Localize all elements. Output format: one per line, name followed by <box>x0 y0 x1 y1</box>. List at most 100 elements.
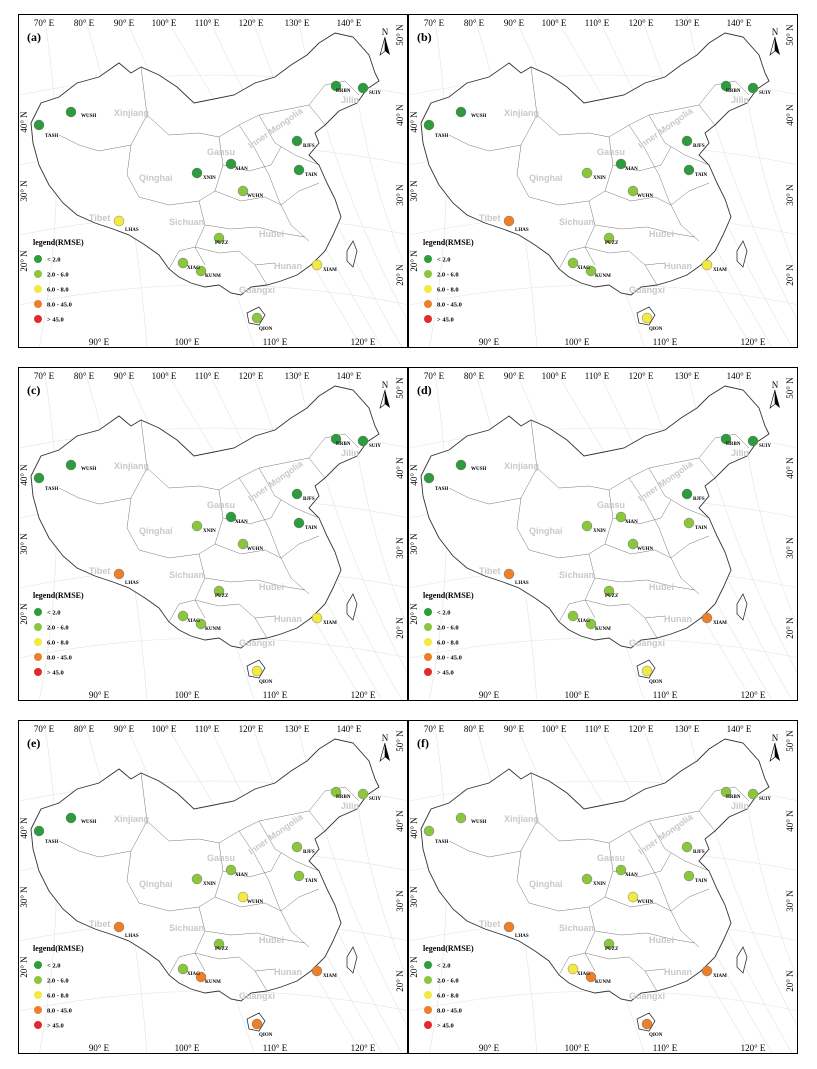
legend: legend(RMSE) < 2.0 2.0 - 6.0 6.0 - 8.0 8.0 -… <box>33 591 84 677</box>
station-label: XIAG <box>187 619 200 624</box>
station-marker <box>681 841 693 853</box>
legend: legend(RMSE) < 2.0 2.0 - 6.0 6.0 - 8.0 8.0 -… <box>423 591 474 677</box>
station-label: HRBN <box>726 795 741 800</box>
longitude-label: 110° E <box>585 18 610 28</box>
station-marker <box>567 963 579 975</box>
map-panel: Xinjiang Inner Mongolia Qinghai Tibet Sichua… <box>18 14 408 348</box>
latitude-label: 40° N <box>19 464 29 486</box>
station-label: XIAM <box>323 268 337 273</box>
latitude-label: 20° N <box>785 264 795 286</box>
province-label: Tibet <box>479 566 500 576</box>
legend: legend(RMSE) < 2.0 2.0 - 6.0 6.0 - 8.0 8.0 -… <box>423 944 474 1030</box>
station-label: XNIN <box>203 176 216 181</box>
latitude-label: 30° N <box>19 180 29 202</box>
station-label: LHAS <box>125 228 139 233</box>
station-marker <box>455 459 467 471</box>
station-marker <box>251 312 263 324</box>
station-label: LHAS <box>515 581 529 586</box>
station-marker <box>191 520 203 532</box>
station-label: XIAN <box>235 167 248 172</box>
station-marker <box>615 864 627 876</box>
legend-label: > 45.0 <box>47 317 64 324</box>
legend-label: > 45.0 <box>47 670 64 677</box>
longitude-label: 110° E <box>195 18 220 28</box>
station-label: SUIY <box>369 91 381 96</box>
legend-label: > 45.0 <box>437 317 454 324</box>
legend-label: 6.0 - 8.0 <box>47 287 69 294</box>
station-label: WUHN <box>247 547 264 552</box>
panel-label: (f) <box>417 736 429 750</box>
province-label: Gansu <box>597 500 625 510</box>
longitude-label: 80° E <box>464 371 485 381</box>
north-arrow-icon: N <box>379 380 390 409</box>
legend-swatch <box>424 653 432 661</box>
station-marker <box>615 511 627 523</box>
province-label: Sichuan <box>559 217 594 227</box>
longitude-label: 80° E <box>464 724 485 734</box>
station-marker <box>615 158 627 170</box>
station-label: WUHN <box>247 194 264 199</box>
legend-swatch <box>424 1021 432 1029</box>
latitude-label: 40° N <box>409 111 419 133</box>
longitude-label: 110° E <box>585 724 610 734</box>
station-marker <box>567 257 579 269</box>
latitude-label: 40° N <box>395 104 405 126</box>
latitude-label: 40° N <box>785 457 795 479</box>
station-label: PUZZ <box>215 241 229 246</box>
legend-label: > 45.0 <box>47 1023 64 1030</box>
longitude-label: 100° E <box>565 690 590 700</box>
svg-text:N: N <box>772 27 779 37</box>
station-marker <box>683 164 695 176</box>
station-marker <box>603 938 615 950</box>
legend: legend(RMSE) < 2.0 2.0 - 6.0 6.0 - 8.0 8.0 -… <box>423 238 474 324</box>
map-panel: Xinjiang Inner Mongolia Qinghai Tibet Sichua… <box>408 14 798 348</box>
province-label: Hunan <box>664 967 692 977</box>
station-label: WUSH <box>81 820 96 825</box>
station-label: LHAS <box>125 581 139 586</box>
station-marker <box>213 938 225 950</box>
north-arrow-icon: N <box>379 733 390 762</box>
legend-swatch <box>424 623 432 631</box>
province-label: Jilin <box>731 95 749 105</box>
longitude-label: 80° E <box>464 18 485 28</box>
longitude-label: 100° E <box>175 690 200 700</box>
latitude-label: 50° N <box>785 730 795 752</box>
station-label: XIAN <box>235 873 248 878</box>
station-marker <box>747 435 759 447</box>
province-label: Sichuan <box>169 570 204 580</box>
longitude-label: 140° E <box>727 724 752 734</box>
station-marker <box>213 585 225 597</box>
station-marker <box>237 891 249 903</box>
svg-text:N: N <box>382 733 389 743</box>
province-label: Qinghai <box>139 879 173 889</box>
station-label: SUIY <box>759 91 771 96</box>
legend-label: 2.0 - 6.0 <box>47 978 69 985</box>
legend-label: 6.0 - 8.0 <box>437 287 459 294</box>
station-marker <box>585 265 597 277</box>
legend-label: > 45.0 <box>437 670 454 677</box>
legend-swatch <box>34 623 42 631</box>
longitude-label: 90° E <box>89 337 110 347</box>
province-boundaries <box>58 66 360 286</box>
legend-swatch <box>34 638 42 646</box>
longitude-label: 130° E <box>675 724 700 734</box>
longitude-label: 110° E <box>653 690 678 700</box>
latitude-label: 30° N <box>785 184 795 206</box>
station-marker <box>503 568 515 580</box>
longitude-label: 120° E <box>629 371 654 381</box>
station-marker <box>701 612 713 624</box>
station-label: XIAN <box>625 167 638 172</box>
legend-label: 2.0 - 6.0 <box>437 625 459 632</box>
station-label: WUHN <box>637 194 654 199</box>
station-label: LHAS <box>515 228 529 233</box>
province-boundaries <box>58 772 360 992</box>
map-panel: Xinjiang Inner Mongolia Qinghai Tibet Sichua… <box>18 367 408 701</box>
legend-label: < 2.0 <box>47 257 60 264</box>
province-label: Xinjiang <box>114 814 149 824</box>
longitude-label: 70° E <box>424 724 445 734</box>
station-label: XNIN <box>593 529 606 534</box>
map-panel: Xinjiang Inner Mongolia Qinghai Tibet Sichua… <box>18 720 408 1054</box>
legend: legend(RMSE) < 2.0 2.0 - 6.0 6.0 - 8.0 8.0 -… <box>33 238 84 324</box>
station-label: BJFS <box>303 850 315 855</box>
longitude-label: 110° E <box>195 724 220 734</box>
